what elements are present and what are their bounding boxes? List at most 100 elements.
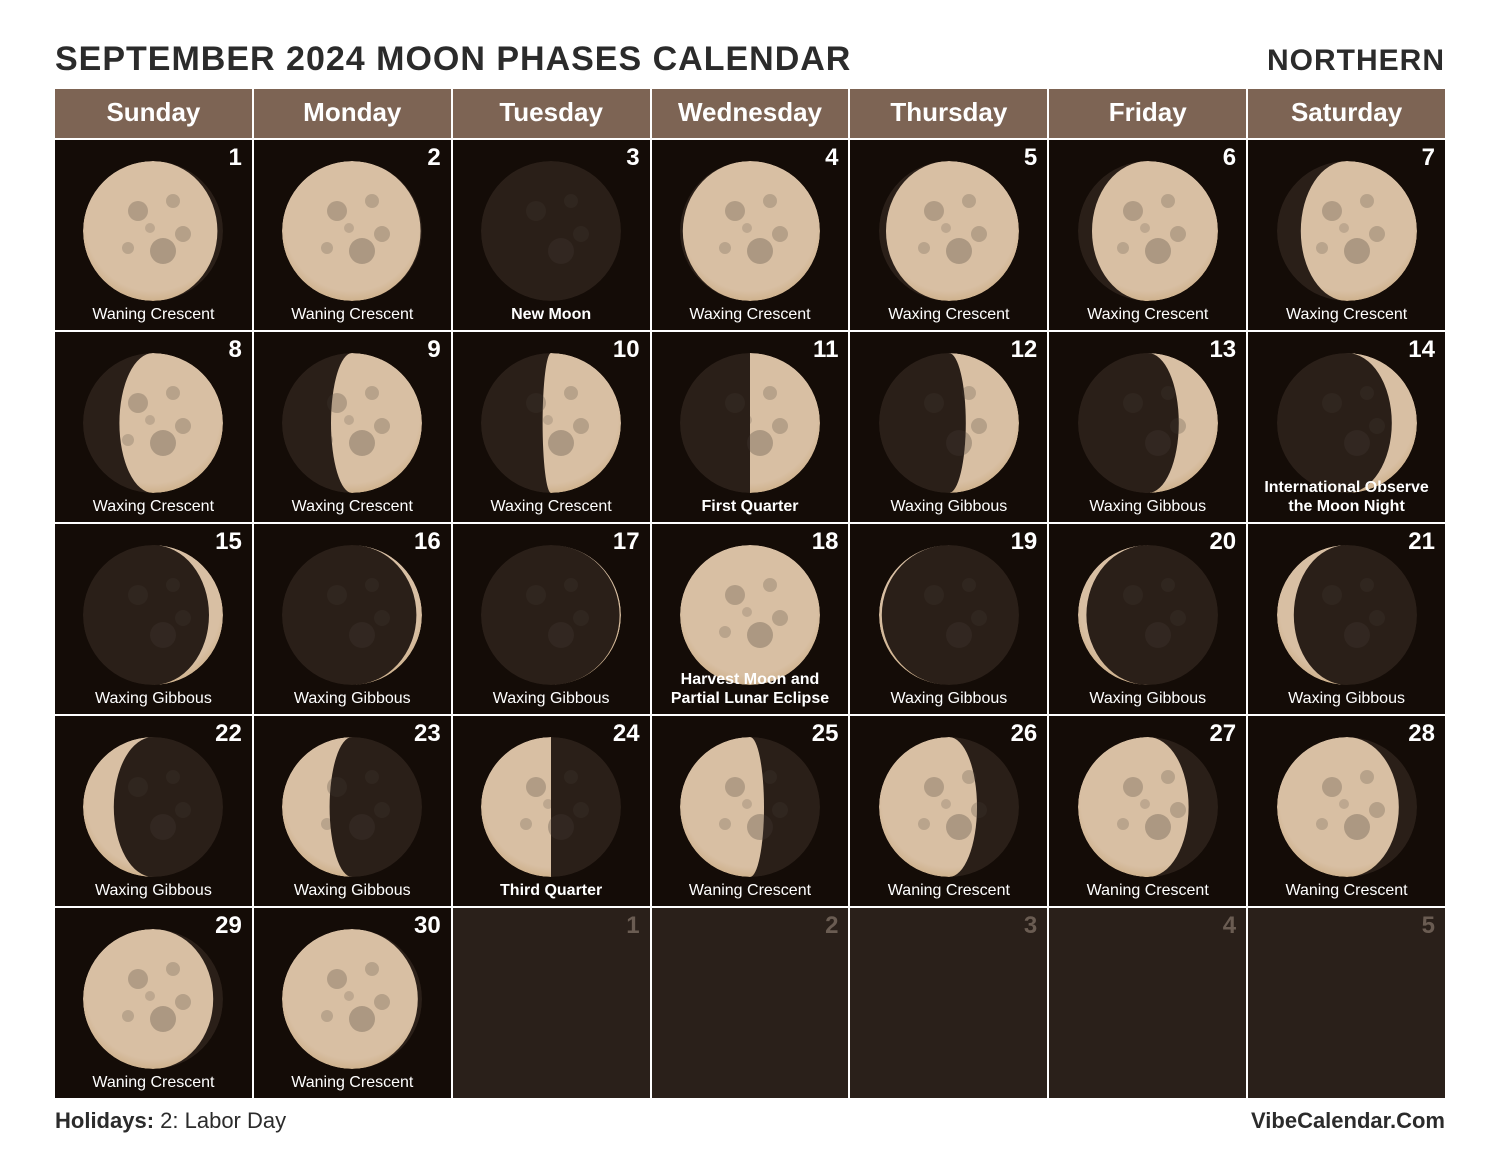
calendar-cell: 22 Waxing Gibbous [55, 716, 252, 906]
calendar-grid: SundayMondayTuesdayWednesdayThursdayFrid… [55, 89, 1445, 1098]
moon-phase-icon [476, 156, 626, 306]
calendar-cell: 3 New Moon [453, 140, 650, 330]
moon-phase-icon [78, 924, 228, 1074]
moon-phase-icon [78, 540, 228, 690]
day-number: 6 [1223, 144, 1236, 172]
day-number: 8 [228, 336, 241, 364]
moon-phase-icon [1272, 540, 1422, 690]
calendar-cell: 23 Waxing Gibbous [254, 716, 451, 906]
day-header: Monday [254, 89, 451, 138]
phase-label: Waxing Gibbous [1049, 690, 1246, 708]
day-number: 17 [613, 528, 640, 556]
phase-label: Waxing Crescent [652, 306, 849, 324]
moon-phase-icon [675, 732, 825, 882]
day-number: 2 [427, 144, 440, 172]
calendar-cell: 27 Waning Crescent [1049, 716, 1246, 906]
phase-label: Waxing Crescent [55, 498, 252, 516]
calendar-cell: 11 First Quarter [652, 332, 849, 522]
moon-phase-icon [1073, 348, 1223, 498]
day-number: 28 [1408, 720, 1435, 748]
day-number: 20 [1209, 528, 1236, 556]
day-number: 18 [812, 528, 839, 556]
day-number: 3 [626, 144, 639, 172]
day-header: Thursday [850, 89, 1047, 138]
phase-label: Waning Crescent [55, 306, 252, 324]
calendar-cell: 26 Waning Crescent [850, 716, 1047, 906]
phase-label: Harvest Moon and Partial Lunar Eclipse [652, 671, 849, 708]
day-header: Wednesday [652, 89, 849, 138]
day-number: 4 [1223, 912, 1236, 940]
day-number: 22 [215, 720, 242, 748]
day-number: 5 [1422, 912, 1435, 940]
phase-label: Waxing Gibbous [55, 882, 252, 900]
phase-label: Waxing Crescent [1049, 306, 1246, 324]
day-number: 5 [1024, 144, 1037, 172]
moon-phase-icon [277, 924, 427, 1074]
brand-text: VibeCalendar.Com [1251, 1108, 1445, 1134]
phase-label: Waning Crescent [1049, 882, 1246, 900]
calendar-cell: 12 Waxing Gibbous [850, 332, 1047, 522]
hemisphere-label: NORTHERN [1267, 44, 1445, 78]
day-header: Saturday [1248, 89, 1445, 138]
calendar-cell: 9 Waxing Crescent [254, 332, 451, 522]
calendar-cell: 19 Waxing Gibbous [850, 524, 1047, 714]
calendar-cell: 4 Waxing Crescent [652, 140, 849, 330]
phase-label: Waxing Gibbous [254, 882, 451, 900]
moon-phase-icon [78, 156, 228, 306]
phase-label: Waning Crescent [254, 1074, 451, 1092]
day-number: 15 [215, 528, 242, 556]
moon-phase-icon [874, 348, 1024, 498]
calendar-cell: 17 Waxing Gibbous [453, 524, 650, 714]
day-header: Friday [1049, 89, 1246, 138]
calendar-cell-next-month: 4 [1049, 908, 1246, 1098]
page-title: SEPTEMBER 2024 MOON PHASES CALENDAR [55, 40, 851, 79]
moon-phase-icon [277, 156, 427, 306]
day-number: 27 [1209, 720, 1236, 748]
moon-phase-icon [874, 732, 1024, 882]
calendar-cell-next-month: 5 [1248, 908, 1445, 1098]
calendar-cell: 7 Waxing Crescent [1248, 140, 1445, 330]
calendar-cell: 30 Waning Crescent [254, 908, 451, 1098]
moon-phase-icon [874, 540, 1024, 690]
holidays-prefix: Holidays: [55, 1108, 154, 1133]
day-number: 4 [825, 144, 838, 172]
phase-label: Waning Crescent [850, 882, 1047, 900]
day-number: 10 [613, 336, 640, 364]
moon-phase-icon [277, 348, 427, 498]
calendar-cell: 13 Waxing Gibbous [1049, 332, 1246, 522]
day-number: 14 [1408, 336, 1435, 364]
day-number: 7 [1422, 144, 1435, 172]
day-number: 29 [215, 912, 242, 940]
calendar-cell: 29 Waning Crescent [55, 908, 252, 1098]
calendar-cell: 10 Waxing Crescent [453, 332, 650, 522]
day-number: 9 [427, 336, 440, 364]
day-number: 1 [626, 912, 639, 940]
moon-phase-icon [675, 540, 825, 690]
day-number: 26 [1011, 720, 1038, 748]
calendar-cell: 1 Waning Crescent [55, 140, 252, 330]
phase-label: New Moon [453, 306, 650, 324]
day-header: Sunday [55, 89, 252, 138]
day-number: 16 [414, 528, 441, 556]
day-number: 11 [813, 336, 838, 364]
phase-label: Waxing Crescent [254, 498, 451, 516]
phase-label: International Observe the Moon Night [1248, 479, 1445, 516]
moon-phase-icon [1272, 348, 1422, 498]
holidays-value: 2: Labor Day [160, 1108, 286, 1133]
moon-phase-icon [476, 540, 626, 690]
moon-phase-icon [1272, 156, 1422, 306]
phase-label: Waxing Gibbous [453, 690, 650, 708]
moon-phase-icon [675, 156, 825, 306]
calendar-cell: 25 Waning Crescent [652, 716, 849, 906]
day-number: 12 [1011, 336, 1038, 364]
calendar-cell: 6 Waxing Crescent [1049, 140, 1246, 330]
day-header: Tuesday [453, 89, 650, 138]
phase-label: Waxing Crescent [453, 498, 650, 516]
moon-phase-icon [277, 732, 427, 882]
phase-label: First Quarter [652, 498, 849, 516]
phase-label: Waning Crescent [254, 306, 451, 324]
phase-label: Waxing Gibbous [850, 690, 1047, 708]
day-number: 21 [1408, 528, 1435, 556]
calendar-cell-next-month: 1 [453, 908, 650, 1098]
calendar-cell: 24 Third Quarter [453, 716, 650, 906]
